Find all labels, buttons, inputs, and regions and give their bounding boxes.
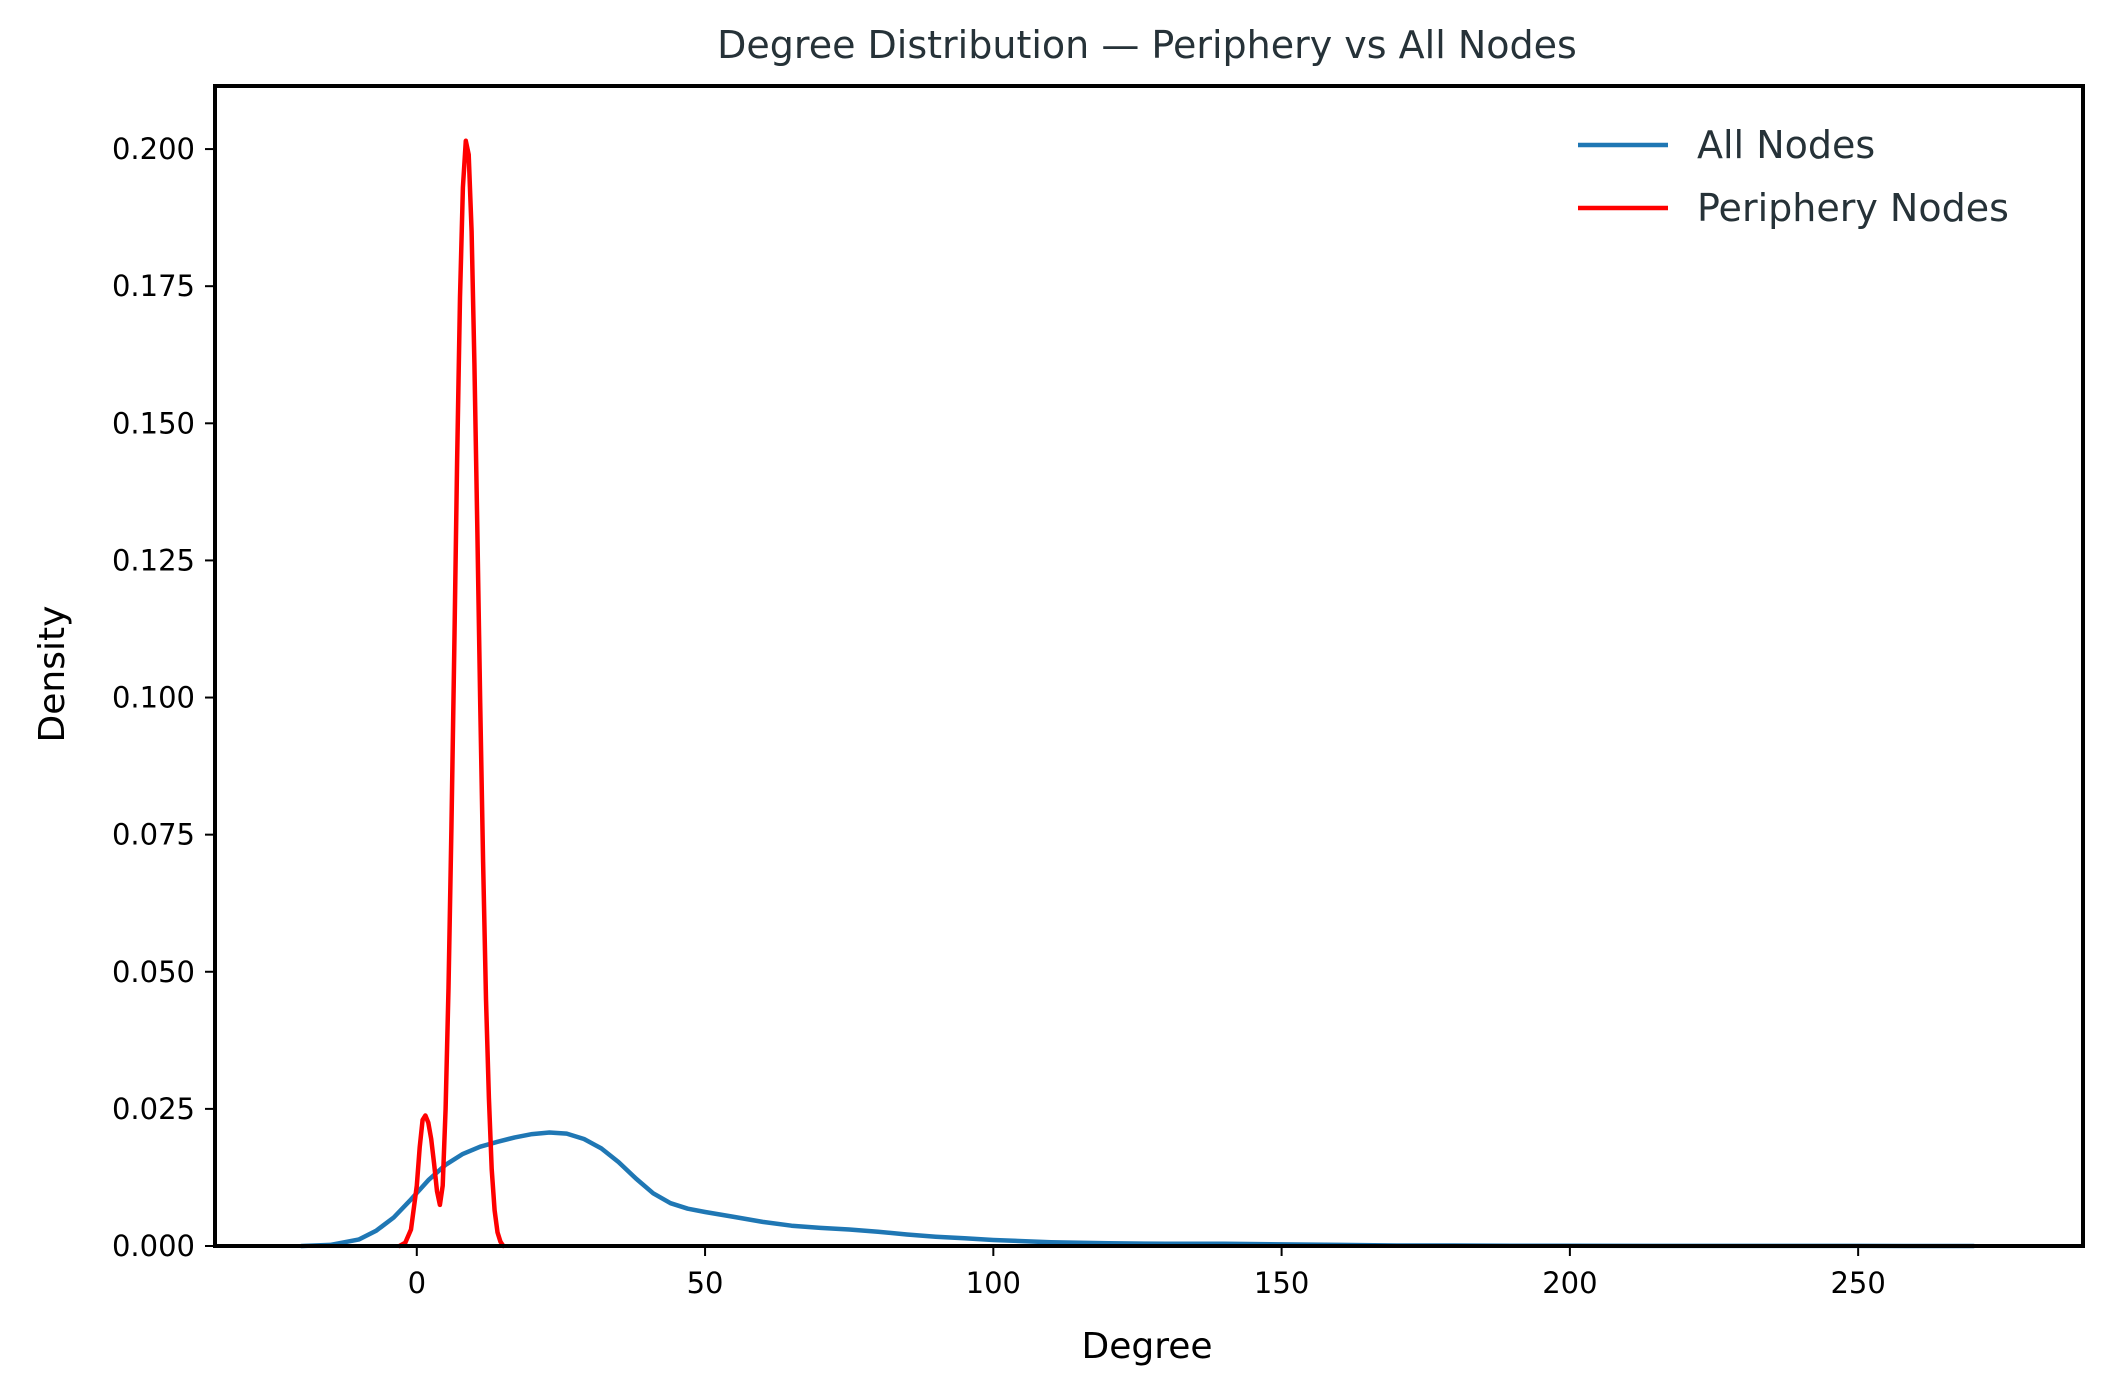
- y-tick-label: 0.200: [112, 132, 195, 166]
- x-tick-label: 0: [408, 1266, 426, 1300]
- x-tick-label: 200: [1542, 1266, 1597, 1300]
- y-axis-label: Density: [32, 606, 73, 743]
- y-tick-label: 0.050: [112, 955, 195, 989]
- chart-title: Degree Distribution — Periphery vs All N…: [717, 23, 1577, 67]
- y-tick-label: 0.125: [112, 543, 195, 577]
- x-tick-label: 100: [966, 1266, 1021, 1300]
- y-tick-label: 0.075: [112, 818, 195, 852]
- x-tick-label: 250: [1830, 1266, 1885, 1300]
- legend-label: All Nodes: [1697, 123, 1875, 167]
- y-tick-label: 0.000: [112, 1229, 195, 1263]
- plot-frame: [213, 84, 2085, 1248]
- y-tick-label: 0.025: [112, 1092, 195, 1126]
- series-line-periphery-nodes: [397, 138, 506, 1249]
- x-tick-label: 150: [1254, 1266, 1309, 1300]
- series-line-all-nodes: [299, 1130, 1976, 1249]
- y-tick-label: 0.100: [112, 681, 195, 715]
- y-tick-label: 0.175: [112, 269, 195, 303]
- y-tick-label: 0.150: [112, 406, 195, 440]
- plot-area: 0 50 100 150 200 250 0.000 0.025 0.050 0.075 0.100…: [112, 84, 2085, 1300]
- legend: All Nodes Periphery Nodes: [1578, 123, 2009, 230]
- x-axis-label: Degree: [1081, 1326, 1212, 1367]
- legend-label: Periphery Nodes: [1697, 186, 2009, 230]
- x-tick-label: 50: [687, 1266, 724, 1300]
